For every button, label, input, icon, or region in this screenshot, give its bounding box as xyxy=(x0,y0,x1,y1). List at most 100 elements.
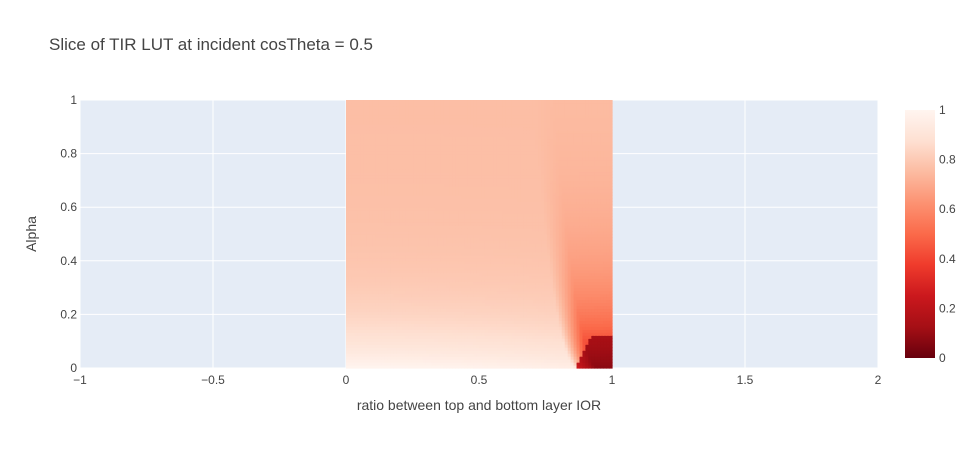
heatmap-cell xyxy=(526,302,530,307)
heatmap-cell xyxy=(511,254,516,259)
heatmap-cell xyxy=(357,293,362,298)
heatmap-cell xyxy=(378,248,383,253)
heatmap-cell xyxy=(366,269,371,274)
heatmap-cell xyxy=(443,248,448,253)
heatmap-cell xyxy=(351,296,356,301)
heatmap-cell xyxy=(529,365,533,369)
heatmap-cell xyxy=(588,299,592,304)
heatmap-cell xyxy=(381,350,386,354)
heatmap-cell xyxy=(570,302,575,307)
heatmap-cell xyxy=(576,234,581,238)
heatmap-cell xyxy=(396,356,400,360)
heatmap-cell xyxy=(558,296,563,301)
heatmap-cell xyxy=(529,341,533,345)
heatmap-cell xyxy=(390,359,394,363)
heatmap-cell xyxy=(594,341,598,345)
heatmap-cell xyxy=(366,341,371,345)
heatmap-cell xyxy=(458,347,462,351)
heatmap-cell xyxy=(505,347,510,351)
heatmap-cell xyxy=(603,260,607,265)
heatmap-cell xyxy=(523,347,527,351)
heatmap-cell xyxy=(555,239,560,244)
heatmap-cell xyxy=(416,365,421,369)
heatmap-cell xyxy=(561,272,566,277)
heatmap-cell xyxy=(467,263,471,268)
heatmap-cell xyxy=(390,236,394,241)
heatmap-cell xyxy=(558,207,563,211)
heatmap-cell xyxy=(564,350,569,354)
heatmap-cell xyxy=(523,269,527,274)
heatmap-cell xyxy=(603,293,607,298)
heatmap-cell xyxy=(508,323,513,327)
heatmap-cell xyxy=(499,308,504,313)
heatmap-cell xyxy=(351,311,356,315)
heatmap-cell xyxy=(360,296,365,301)
heatmap-cells[interactable] xyxy=(346,100,613,369)
heatmap-cell xyxy=(481,275,486,280)
heatmap-cell xyxy=(419,281,424,286)
heatmap-cell xyxy=(526,362,530,366)
heatmap-cell xyxy=(535,269,539,274)
heatmap-cell xyxy=(440,365,445,369)
heatmap-cell xyxy=(573,296,578,301)
heatmap-cell xyxy=(452,290,456,295)
heatmap-cell xyxy=(431,260,436,265)
heatmap-cell xyxy=(484,239,489,244)
heatmap-cell xyxy=(375,257,380,262)
heatmap-cell xyxy=(538,344,542,348)
heatmap-cell xyxy=(496,362,501,366)
heatmap-cell xyxy=(413,275,418,280)
heatmap-cell xyxy=(348,239,353,244)
heatmap-cell xyxy=(520,228,524,232)
heatmap-cell xyxy=(582,320,586,324)
heatmap-cell xyxy=(499,356,504,360)
heatmap-cell xyxy=(585,234,589,238)
heatmap-cell xyxy=(591,326,595,330)
heatmap-cell xyxy=(523,290,527,295)
heatmap-cell xyxy=(399,219,403,223)
heatmap-cell xyxy=(508,260,513,265)
heatmap-cell xyxy=(493,222,498,226)
heatmap-cell xyxy=(505,356,510,360)
heatmap-cell xyxy=(375,323,380,327)
heatmap-cell xyxy=(411,356,415,360)
heatmap-cell xyxy=(514,359,519,363)
heatmap-cell xyxy=(579,257,584,262)
heatmap-cell xyxy=(517,344,521,348)
heatmap-cell xyxy=(464,320,468,324)
heatmap-cell xyxy=(425,356,430,360)
heatmap-cell xyxy=(428,329,433,333)
heatmap-cell xyxy=(490,231,495,235)
heatmap-cell xyxy=(555,365,560,369)
heatmap-cell xyxy=(419,222,424,226)
heatmap-cell xyxy=(437,362,442,366)
heatmap-cell xyxy=(499,317,504,321)
heatmap-cell xyxy=(591,308,595,313)
heatmap-cell xyxy=(366,210,371,214)
heatmap-cell xyxy=(363,204,368,208)
heatmap-cell xyxy=(555,225,560,229)
heatmap-cell xyxy=(425,290,430,295)
heatmap-cell xyxy=(437,231,442,235)
heatmap-cell xyxy=(597,228,601,232)
heatmap-cell xyxy=(573,245,578,250)
heatmap-cell xyxy=(481,299,486,304)
heatmap-cell xyxy=(372,248,377,253)
heatmap-cell xyxy=(437,341,442,345)
heatmap-cell xyxy=(544,207,548,211)
heatmap-cell xyxy=(594,347,598,351)
heatmap-cell xyxy=(508,239,513,244)
heatmap-cell xyxy=(555,353,560,357)
heatmap-cell xyxy=(600,290,604,295)
heatmap-cell xyxy=(523,284,527,289)
heatmap-cell xyxy=(558,272,563,277)
heatmap-cell xyxy=(538,323,542,327)
heatmap-cell xyxy=(502,228,507,232)
heatmap-cell xyxy=(360,341,365,345)
heatmap-cell xyxy=(490,311,495,315)
heatmap-cell xyxy=(452,338,456,342)
heatmap-cell xyxy=(520,248,524,253)
heatmap-cell xyxy=(476,254,480,259)
heatmap-cell xyxy=(390,365,394,369)
heatmap-cell xyxy=(529,236,533,241)
